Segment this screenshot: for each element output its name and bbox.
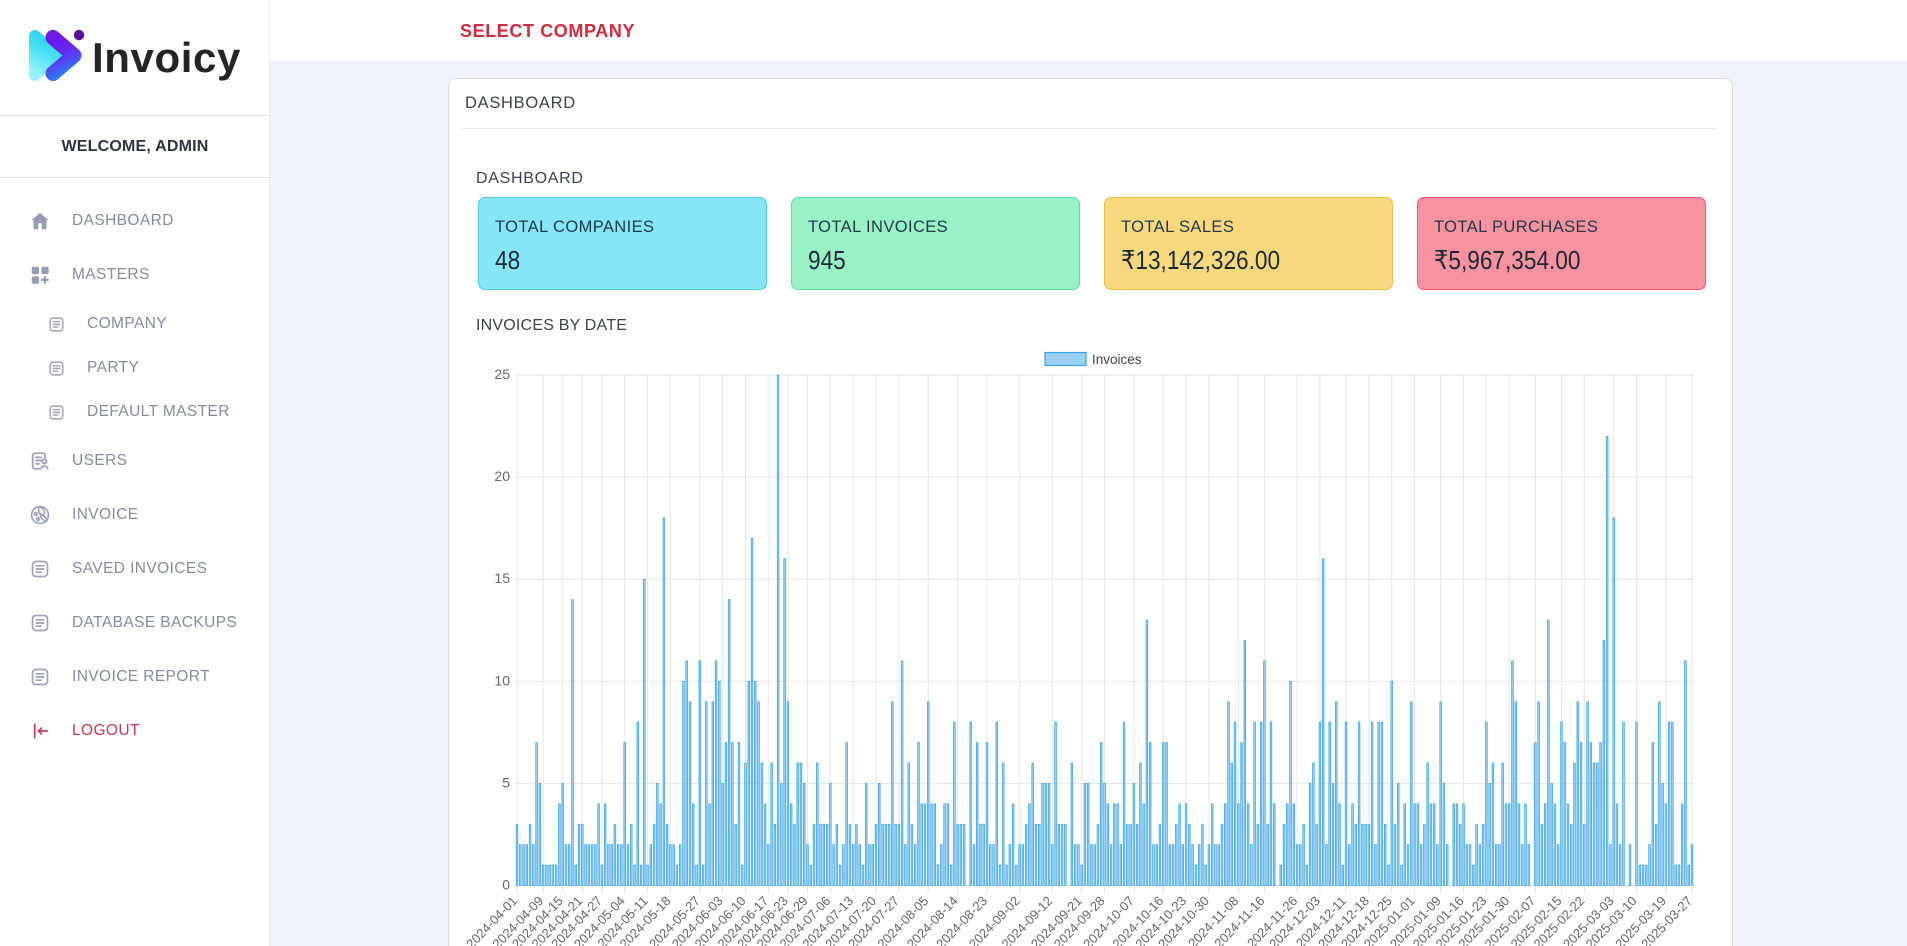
svg-text:5: 5 <box>502 774 510 790</box>
svg-text:10: 10 <box>494 672 510 688</box>
svg-text:20: 20 <box>494 468 510 484</box>
svg-text:15: 15 <box>494 570 510 586</box>
svg-text:0: 0 <box>502 877 510 893</box>
svg-text:Invoices: Invoices <box>1092 352 1142 367</box>
svg-text:25: 25 <box>494 366 510 382</box>
